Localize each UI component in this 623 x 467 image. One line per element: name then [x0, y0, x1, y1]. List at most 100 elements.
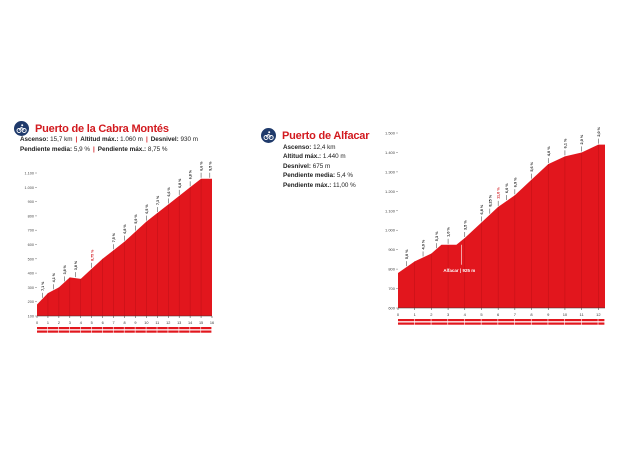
- stat-value: 675 m: [312, 162, 331, 170]
- stat-label: Pendiente máx.:: [283, 181, 332, 189]
- stat-label: Altitud máx.:: [80, 136, 119, 143]
- profile-title-row: Puerto de la Cabra Montés: [14, 121, 169, 136]
- stat-value: 1.440 m: [322, 153, 346, 161]
- stat-value: 15,7 km: [50, 136, 73, 143]
- km-scale-bar: [37, 330, 48, 333]
- km-scale-bar: [58, 330, 70, 333]
- km-scale-bar: [47, 327, 59, 330]
- gradient-label: 2,0 %: [597, 126, 601, 136]
- km-scale-bar: [157, 330, 168, 333]
- x-tick-label: 6: [497, 312, 500, 317]
- separator: |: [145, 136, 148, 143]
- x-tick-label: 4: [464, 312, 467, 317]
- x-tick-label: 9: [134, 321, 136, 325]
- km-scale-bar: [113, 327, 124, 330]
- stat-label: Desnivel:: [283, 162, 311, 170]
- profile-stats: Ascenso: 12,4 km Altitud máx.: 1.440 m D…: [283, 143, 356, 190]
- x-tick-label: 0: [36, 321, 38, 325]
- km-scale-bar: [190, 330, 201, 333]
- stat-value: 930 m: [180, 136, 198, 143]
- separator: |: [75, 136, 78, 143]
- elevation-area: [398, 144, 605, 308]
- gradient-label: 5,0 %: [405, 249, 409, 259]
- gradient-label: 8,25 %: [488, 194, 492, 206]
- y-tick-label: 200: [28, 300, 34, 304]
- km-scale-bar: [146, 327, 157, 330]
- km-scale-bar: [531, 319, 548, 322]
- y-tick-label: 1.200: [385, 189, 396, 194]
- x-tick-label: 4: [80, 321, 82, 325]
- km-scale-bar: [514, 319, 531, 322]
- gradient-label: 1,0 %: [447, 226, 451, 236]
- km-scale-bar: [80, 327, 92, 330]
- km-scale-bar: [498, 319, 515, 322]
- km-scale-bar: [548, 319, 565, 322]
- gradient-label: 7,3 %: [156, 195, 160, 205]
- km-scale-bar: [448, 319, 465, 322]
- gradient-label: 8,75 %: [90, 249, 94, 261]
- y-tick-label: 700: [388, 286, 395, 291]
- km-scale-bar: [581, 322, 598, 325]
- profile-stats: Ascenso: 15,7 km | Altitud máx.: 1.060 m | D…: [20, 135, 198, 155]
- stat-row: Pendiente máx.: 11,00 %: [283, 181, 356, 190]
- km-scale-bar: [201, 327, 212, 330]
- km-scale-bar: [531, 322, 548, 325]
- cyclist-climb-icon: [14, 121, 29, 136]
- x-tick-label: 9: [547, 312, 550, 317]
- gradient-label: 4,0 %: [422, 239, 426, 249]
- km-scale-bar: [414, 319, 431, 322]
- gradient-label: 11,0 %: [497, 187, 501, 199]
- km-scale-bar: [157, 327, 168, 330]
- profile-title: Puerto de la Cabra Montés: [35, 122, 169, 135]
- x-tick-label: 16: [210, 321, 214, 325]
- x-tick-label: 3: [69, 321, 71, 325]
- stat-label: Pendiente máx.:: [97, 146, 147, 153]
- y-tick-label: 100: [28, 315, 34, 319]
- y-tick-label: 600: [28, 243, 34, 247]
- x-tick-label: 2: [430, 312, 433, 317]
- gradient-label: 4,0 %: [547, 146, 551, 156]
- gradient-label: 6,0 %: [505, 183, 509, 193]
- y-tick-label: 1.100: [24, 172, 34, 176]
- stat-row: Desnivel: 675 m: [283, 162, 356, 171]
- gradient-label: 6,8 %: [123, 224, 127, 234]
- stat-value: 8,75 %: [147, 146, 168, 153]
- stat-value: 1.060 m: [120, 136, 143, 143]
- x-tick-label: 14: [188, 321, 192, 325]
- km-scale-bar: [564, 322, 582, 325]
- x-tick-label: 8: [123, 321, 125, 325]
- km-scale-bar: [69, 330, 81, 333]
- x-tick-label: 12: [596, 312, 601, 317]
- km-scale-bar: [102, 327, 113, 330]
- gradient-label: 7,1 %: [41, 281, 45, 291]
- km-scale-bar: [146, 330, 157, 333]
- stat-value: 5,4 %: [336, 172, 353, 180]
- km-scale-bar: [124, 330, 135, 333]
- x-tick-label: 1: [414, 312, 417, 317]
- km-scale-bar: [481, 319, 498, 322]
- x-tick-label: 12: [166, 321, 170, 325]
- y-tick-label: 500: [28, 257, 34, 261]
- km-scale-bar: [80, 330, 92, 333]
- gradient-label: 5,9 %: [134, 214, 138, 224]
- x-tick-label: 5: [91, 321, 93, 325]
- stat-label: Altitud máx.:: [283, 153, 322, 161]
- km-scale-bar: [598, 319, 605, 322]
- y-tick-label: 400: [28, 272, 34, 276]
- gradient-label: 3,5 %: [463, 220, 467, 230]
- km-scale-bar: [581, 319, 598, 322]
- gradient-label: 2,0 %: [580, 134, 584, 144]
- km-scale-bar: [124, 327, 135, 330]
- x-tick-label: 2: [58, 321, 60, 325]
- km-scale-bar: [431, 322, 448, 325]
- km-scale-bar: [69, 327, 81, 330]
- km-scale-bar: [91, 327, 103, 330]
- gradient-label: 3,8 %: [74, 260, 78, 270]
- gradient-label: 6,9 %: [513, 177, 517, 187]
- km-scale-bar: [135, 327, 146, 330]
- x-tick-label: 0: [397, 312, 400, 317]
- km-scale-bar: [414, 322, 431, 325]
- km-scale-bar: [548, 322, 565, 325]
- km-scale-bar: [179, 330, 190, 333]
